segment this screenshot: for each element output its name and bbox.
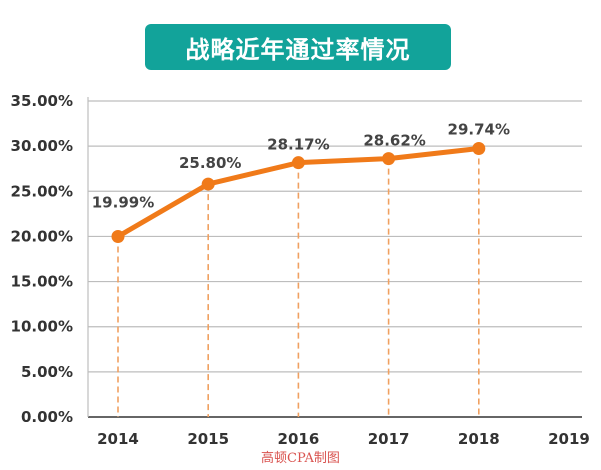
x-tick-label: 2014	[97, 430, 139, 445]
data-point	[382, 152, 396, 166]
data-labels: 19.99% 25.80% 28.17% 28.62% 29.74%	[92, 120, 510, 211]
data-point	[111, 230, 125, 244]
x-axis-tick-labels: 2014 2015 2016 2017 2018 2019	[97, 430, 590, 445]
data-point	[201, 177, 215, 191]
data-point	[291, 156, 305, 170]
x-tick-label: 2018	[458, 430, 500, 445]
data-label: 29.74%	[448, 120, 510, 138]
chart-title: 战略近年通过率情况	[185, 35, 411, 64]
y-tick-label: 0.00%	[21, 408, 73, 426]
line-chart: 0.00% 5.00% 10.00% 15.00% 20.00% 25.00% 30.00%…	[11, 92, 590, 445]
data-markers	[111, 141, 486, 244]
x-tick-label: 2015	[187, 430, 229, 445]
x-tick-label: 2016	[278, 430, 320, 445]
data-label: 25.80%	[179, 154, 241, 172]
data-label: 28.62%	[363, 132, 425, 150]
drop-lines	[117, 148, 480, 417]
y-tick-label: 5.00%	[21, 363, 73, 381]
x-tick-label: 2017	[368, 430, 410, 445]
y-tick-label: 15.00%	[11, 273, 73, 291]
y-tick-label: 10.00%	[11, 318, 73, 336]
y-tick-label: 35.00%	[11, 92, 73, 110]
y-axis-tick-labels: 0.00% 5.00% 10.00% 15.00% 20.00% 25.00% 30.00%…	[11, 92, 73, 426]
x-tick-label: 2019	[548, 430, 590, 445]
y-tick-label: 20.00%	[11, 227, 73, 245]
y-tick-label: 30.00%	[11, 137, 73, 155]
y-tick-label: 25.00%	[11, 182, 73, 200]
grid-lines	[87, 97, 582, 418]
chart-title-banner: 战略近年通过率情况	[145, 24, 451, 70]
data-point	[472, 141, 486, 155]
data-label: 28.17%	[267, 136, 329, 154]
footer-note: 高顿CPA制图	[261, 451, 340, 466]
data-label: 19.99%	[92, 194, 154, 212]
